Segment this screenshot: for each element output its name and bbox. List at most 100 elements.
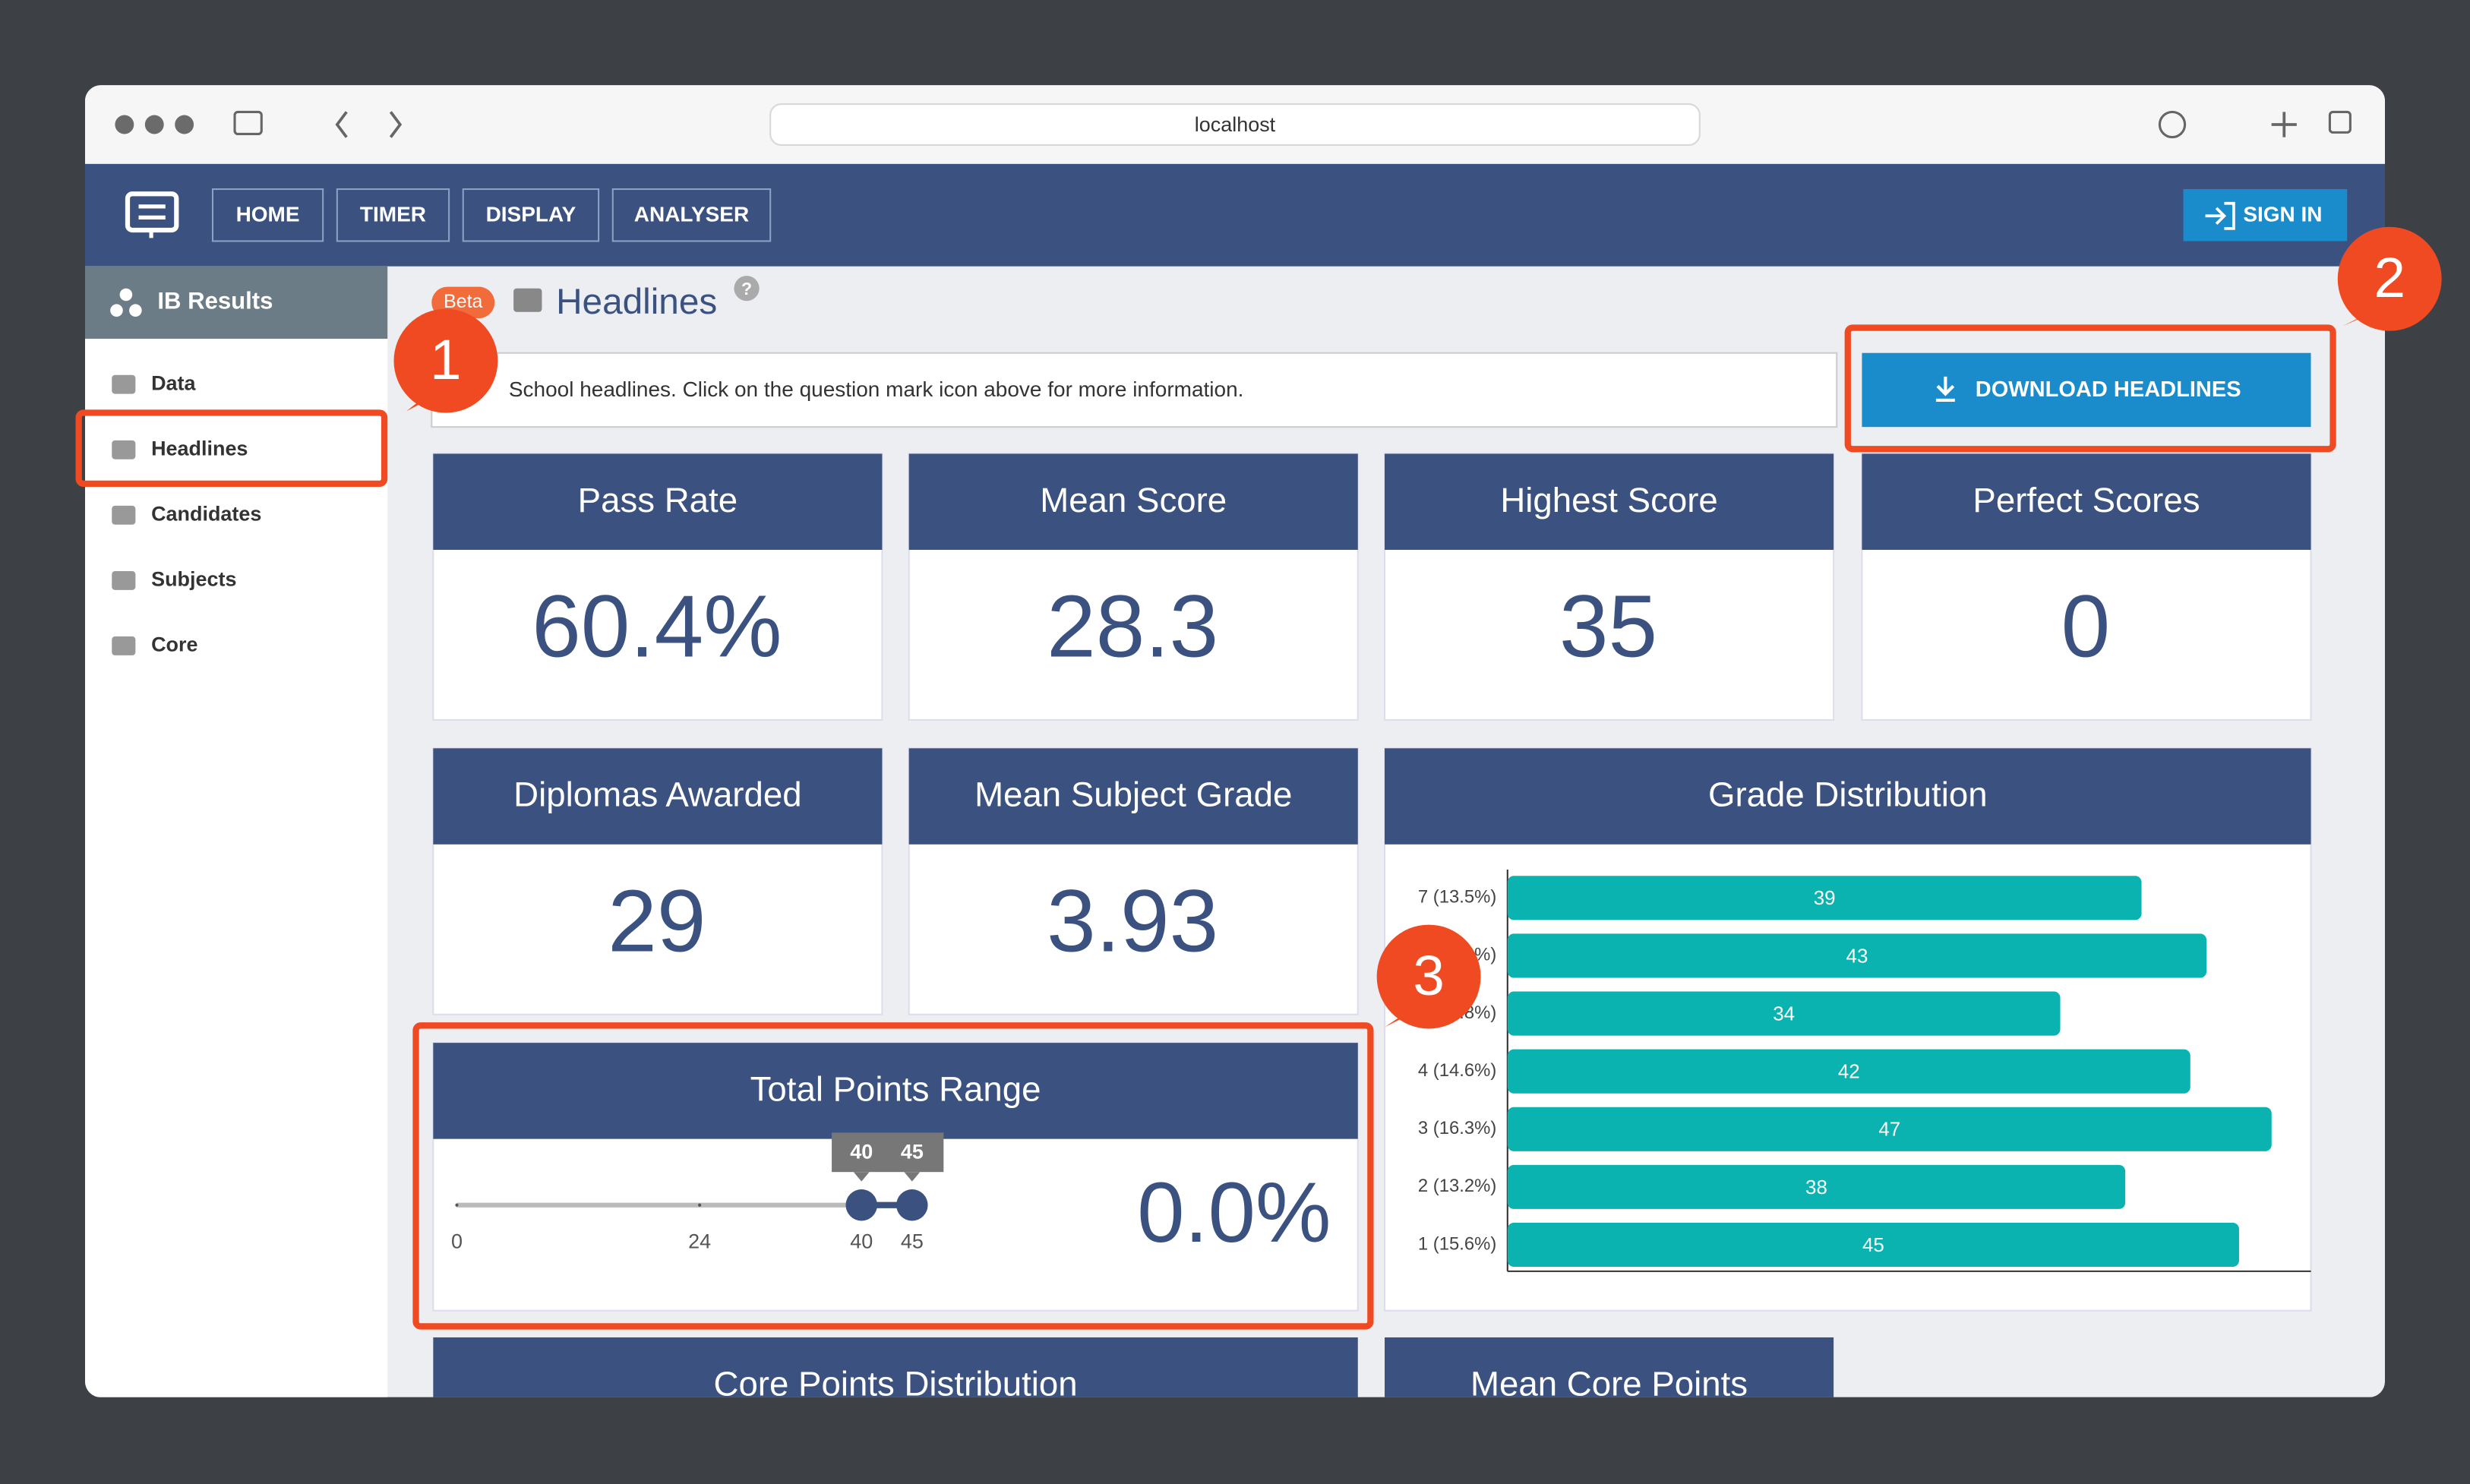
card-value: 29: [608, 871, 706, 970]
card-header: [433, 453, 883, 550]
slider-tick-label: 45: [901, 1230, 924, 1253]
card-title: Perfect Scores: [1973, 481, 2200, 519]
slider-tick: [455, 1203, 459, 1207]
slider-tick-label: 0: [451, 1230, 463, 1253]
callout: [2337, 226, 2442, 331]
card-title: Core Points Distribution: [714, 1364, 1078, 1403]
nav-label: DISPLAY: [486, 203, 576, 226]
nav-label: ANALYSER: [634, 203, 749, 226]
nav-button[interactable]: [211, 188, 324, 242]
sidebar-icon: [112, 636, 136, 655]
sidebar-item[interactable]: Data: [151, 371, 196, 394]
category-label: 3 (16.3%): [1418, 1118, 1496, 1138]
bottom-card-header: [433, 1337, 1358, 1397]
nav-label: TIMER: [360, 203, 426, 226]
beta-badge: Beta: [444, 291, 482, 312]
card-value: 0: [2061, 577, 2111, 676]
card-header: [908, 748, 1358, 845]
sidebar-icon: [112, 374, 136, 394]
slider-tooltip-bg: [832, 1132, 944, 1173]
nav-button[interactable]: [462, 188, 600, 242]
slider-tick-label: 24: [688, 1230, 711, 1253]
card-header: [433, 748, 883, 845]
tooltip-pointer: [904, 1172, 921, 1182]
card-title: Highest Score: [1500, 481, 1717, 519]
nav-button[interactable]: [336, 188, 450, 242]
sidebar-item[interactable]: Core: [151, 633, 197, 656]
url-field[interactable]: [769, 103, 1701, 146]
highlight-box: [1844, 324, 2336, 453]
sidebar-icon: [112, 505, 136, 525]
category-label: 4 (14.6%): [1418, 1060, 1496, 1081]
slider-tooltip: 40: [850, 1140, 873, 1163]
slider-handle[interactable]: [845, 1189, 877, 1221]
card-header: [908, 453, 1358, 550]
nav-button[interactable]: [611, 188, 772, 242]
card-title: Total Points Range: [750, 1069, 1041, 1108]
sign-in-label: SIGN IN: [2243, 203, 2322, 226]
bottom-card-header: [1385, 1337, 1834, 1397]
card-title: Mean Subject Grade: [974, 775, 1292, 814]
card-value: 28.3: [1047, 577, 1218, 676]
range-value: 0.0%: [1137, 1165, 1331, 1260]
card-header: [1862, 453, 2311, 550]
callout: [393, 308, 498, 413]
sidebar-icon: [112, 440, 136, 459]
callout: [1376, 924, 1481, 1029]
sidebar-item[interactable]: Candidates: [151, 502, 261, 525]
info-text: School headlines. Click on the question …: [509, 377, 1244, 401]
sidebar-title: IB Results: [157, 288, 273, 314]
bar: [1507, 1164, 2126, 1209]
slider-tick-label: 40: [850, 1230, 873, 1253]
category-label: 2 (13.2%): [1418, 1176, 1496, 1196]
page-title: Headlines: [556, 282, 717, 322]
card-value: 3.93: [1047, 871, 1218, 970]
sidebar-item[interactable]: Headlines: [151, 437, 248, 459]
highlight-box: [412, 1022, 1374, 1330]
category-label: 1 (15.6%): [1418, 1233, 1496, 1254]
card-title: Diplomas Awarded: [513, 775, 801, 814]
tooltip-pointer: [853, 1172, 870, 1182]
data-label: 39: [1814, 888, 1836, 909]
svg-text:?: ?: [741, 279, 752, 298]
url: localhost: [1195, 113, 1276, 136]
card-title: Mean Score: [1040, 481, 1227, 519]
slider-handle[interactable]: [896, 1189, 928, 1221]
data-label: 42: [1838, 1062, 1860, 1083]
download-label: DOWNLOAD HEADLINES: [1976, 377, 2241, 402]
category-label: 7 (13.5%): [1418, 887, 1496, 908]
data-label: 47: [1878, 1119, 1900, 1141]
bar: [1507, 1222, 2239, 1268]
card-header: [1385, 748, 2311, 845]
data-label: 45: [1862, 1235, 1884, 1256]
card-title: Pass Rate: [578, 481, 738, 519]
bar: [1507, 876, 2142, 920]
callout-number: 2: [2374, 245, 2405, 309]
bar: [1507, 933, 2207, 978]
card-value: 35: [1559, 577, 1657, 676]
bar: [1507, 991, 2061, 1036]
sidebar-item[interactable]: Subjects: [151, 568, 236, 591]
slider-tick: [698, 1203, 702, 1207]
bar: [1507, 1107, 2272, 1151]
nav-label: HOME: [236, 203, 300, 226]
callout-number: 3: [1413, 943, 1445, 1007]
sidebar: [84, 266, 388, 1397]
data-label: 34: [1773, 1003, 1795, 1025]
nav-bar: [84, 163, 2386, 267]
info-box: [431, 352, 1838, 428]
highlight-box: [75, 409, 388, 488]
data-label: 43: [1846, 946, 1868, 967]
slider-tooltip: 45: [901, 1140, 924, 1163]
card-header: [433, 1043, 1358, 1139]
card-value: 60.4%: [532, 577, 782, 676]
card-title: Mean Core Points: [1470, 1364, 1748, 1403]
card-title: Grade Distribution: [1708, 775, 1988, 814]
data-label: 38: [1805, 1177, 1827, 1198]
download-button[interactable]: [1862, 352, 2311, 428]
card-header: [1385, 453, 1834, 550]
callout-number: 1: [430, 327, 462, 391]
bar: [1507, 1049, 2190, 1094]
